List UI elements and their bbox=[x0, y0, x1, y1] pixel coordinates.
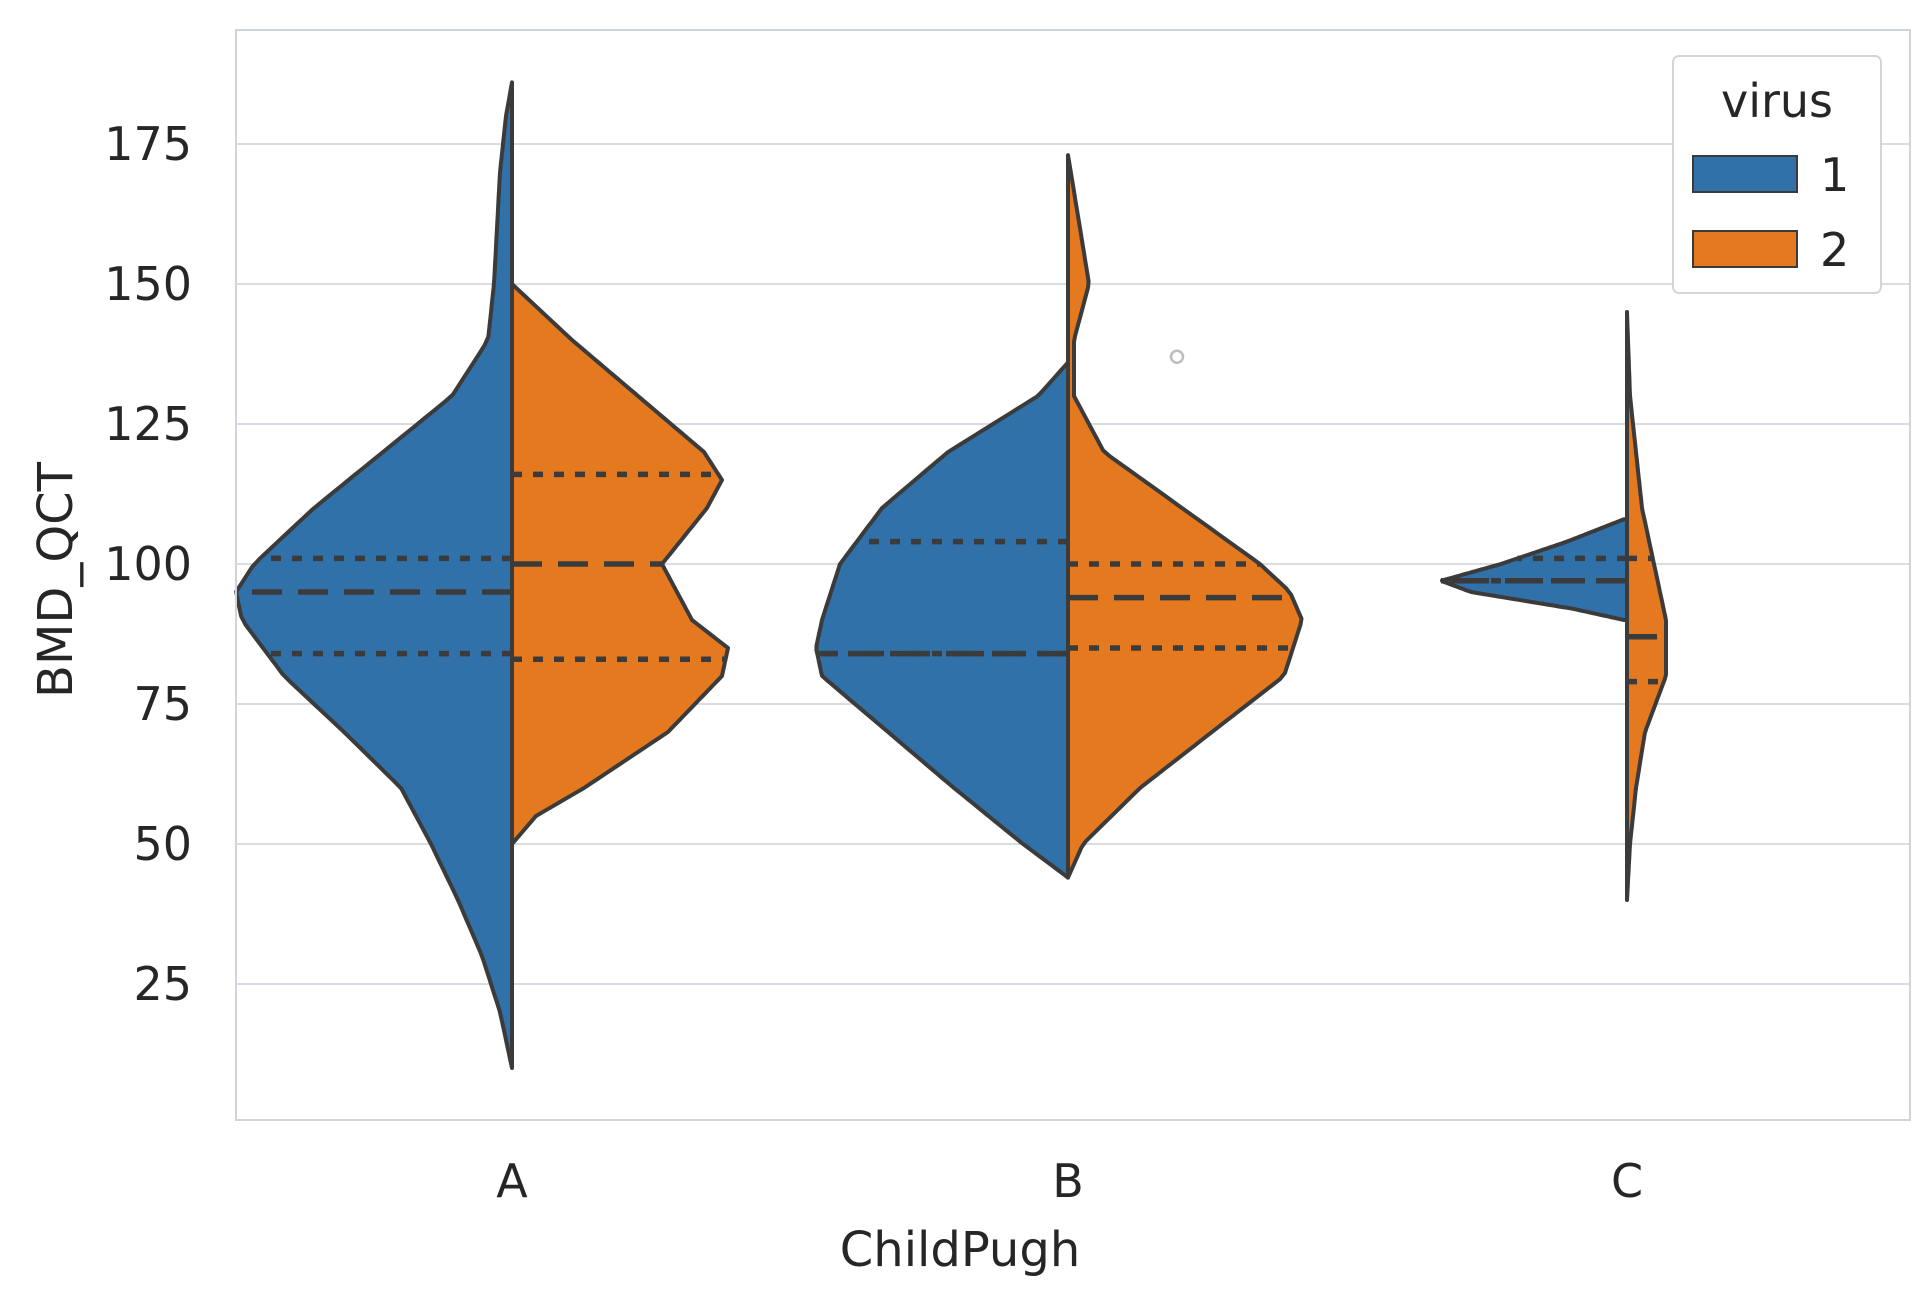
y-tick-label: 50 bbox=[133, 817, 192, 871]
violin-C-virus-1 bbox=[1440, 517, 1629, 622]
violin-B-virus-1 bbox=[814, 360, 1070, 880]
outliers bbox=[1169, 349, 1185, 365]
y-tick-label: 75 bbox=[133, 677, 192, 731]
legend-label-virus-2: 2 bbox=[1820, 223, 1849, 277]
quartile-lines bbox=[236, 471, 1666, 685]
legend-swatch-virus-1 bbox=[1692, 155, 1798, 193]
x-axis-label: ChildPugh bbox=[840, 1222, 1081, 1278]
y-tick-label: 25 bbox=[133, 957, 192, 1011]
legend-swatch-virus-2 bbox=[1692, 230, 1798, 268]
legend: virus 1 2 bbox=[1672, 55, 1882, 294]
y-tick-labels: 25 50 75 100 125 150 175 bbox=[104, 117, 192, 1011]
x-tick-labels: A B C bbox=[496, 1154, 1643, 1208]
y-tick-label: 125 bbox=[104, 397, 192, 451]
x-tick-label: C bbox=[1611, 1154, 1643, 1208]
plot-frame bbox=[235, 29, 1911, 1121]
violin-C-virus-2 bbox=[1625, 310, 1668, 902]
y-tick-label: 150 bbox=[104, 257, 192, 311]
outlier-point bbox=[1169, 349, 1185, 365]
legend-title: virus bbox=[1721, 74, 1833, 128]
x-tick-label: B bbox=[1052, 1154, 1084, 1208]
violin-B-virus-2 bbox=[1066, 153, 1304, 880]
violins bbox=[234, 80, 1668, 1070]
y-axis-label: BMD_QCT bbox=[28, 461, 84, 698]
legend-label-virus-1: 1 bbox=[1820, 148, 1849, 202]
x-tick-label: A bbox=[496, 1154, 528, 1208]
y-tick-label: 175 bbox=[104, 117, 192, 171]
y-tick-label: 100 bbox=[104, 537, 192, 591]
violin-A-virus-1 bbox=[234, 80, 514, 1070]
